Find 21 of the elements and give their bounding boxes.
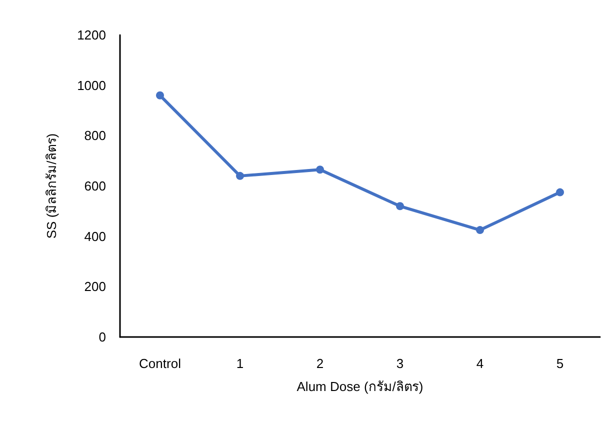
y-tick-label: 800 <box>84 128 106 144</box>
point <box>156 91 164 100</box>
x-axis-title: Alum Dose (กรัม/ลิตร) <box>296 379 424 394</box>
point <box>316 166 324 174</box>
y-tick-label: 400 <box>84 228 106 244</box>
point <box>396 202 404 210</box>
y-tick-label: 0 <box>98 330 106 344</box>
x-tick-label: 1 <box>236 356 244 371</box>
y-axis-title: SS (มิลลิกรัม/ลิตร) <box>44 133 59 239</box>
point <box>236 172 244 180</box>
x-tick-label: 5 <box>556 356 564 371</box>
y-tick-label: 200 <box>84 279 106 294</box>
point <box>556 188 564 196</box>
y-tick-label: 1000 <box>77 78 106 93</box>
x-tick-label: 4 <box>476 356 484 371</box>
x-tick-label: 2 <box>316 356 324 371</box>
point <box>476 226 484 234</box>
x-tick-label: 3 <box>396 356 404 371</box>
x-tick-label: Control <box>139 356 182 371</box>
y-tick-label: 1200 <box>77 28 106 42</box>
y-tick-label: 600 <box>84 178 106 194</box>
